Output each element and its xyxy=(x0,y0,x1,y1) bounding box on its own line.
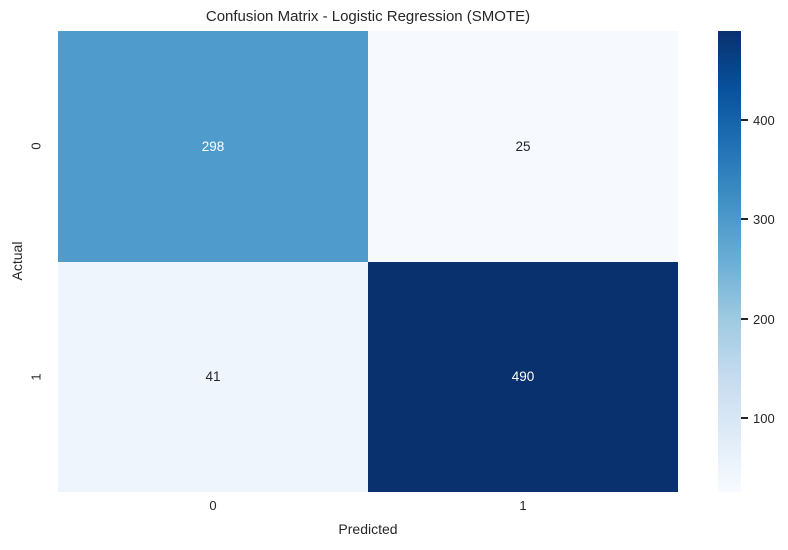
heatmap: 298 25 41 490 xyxy=(58,31,678,492)
x-tick-label-1: 1 xyxy=(519,498,527,513)
heatmap-cell-actual0-pred0: 298 xyxy=(58,31,368,262)
tick-mark xyxy=(741,318,748,320)
heatmap-cell-actual1-pred1: 490 xyxy=(368,261,678,492)
x-axis-label: Predicted xyxy=(338,521,398,537)
x-tick-label-0: 0 xyxy=(209,498,217,513)
colorbar-tick-label: 100 xyxy=(753,410,775,426)
y-axis-label: Actual xyxy=(9,241,25,281)
tick-mark xyxy=(741,119,748,121)
tick-mark xyxy=(741,417,748,419)
chart-title: Confusion Matrix - Logistic Regression (… xyxy=(205,8,531,25)
heatmap-cell-actual0-pred1: 25 xyxy=(368,31,678,262)
colorbar-ticks: 400 300 200 100 xyxy=(741,31,787,492)
colorbar-tick-label: 200 xyxy=(753,311,775,327)
colorbar-tick-label: 300 xyxy=(753,211,775,227)
y-tick-label-0: 0 xyxy=(28,142,44,150)
colorbar-tick-label: 400 xyxy=(753,112,775,128)
colorbar xyxy=(718,31,741,492)
y-tick-label-1: 1 xyxy=(28,373,44,381)
heatmap-cell-actual1-pred0: 41 xyxy=(58,261,368,492)
tick-mark xyxy=(741,218,748,220)
